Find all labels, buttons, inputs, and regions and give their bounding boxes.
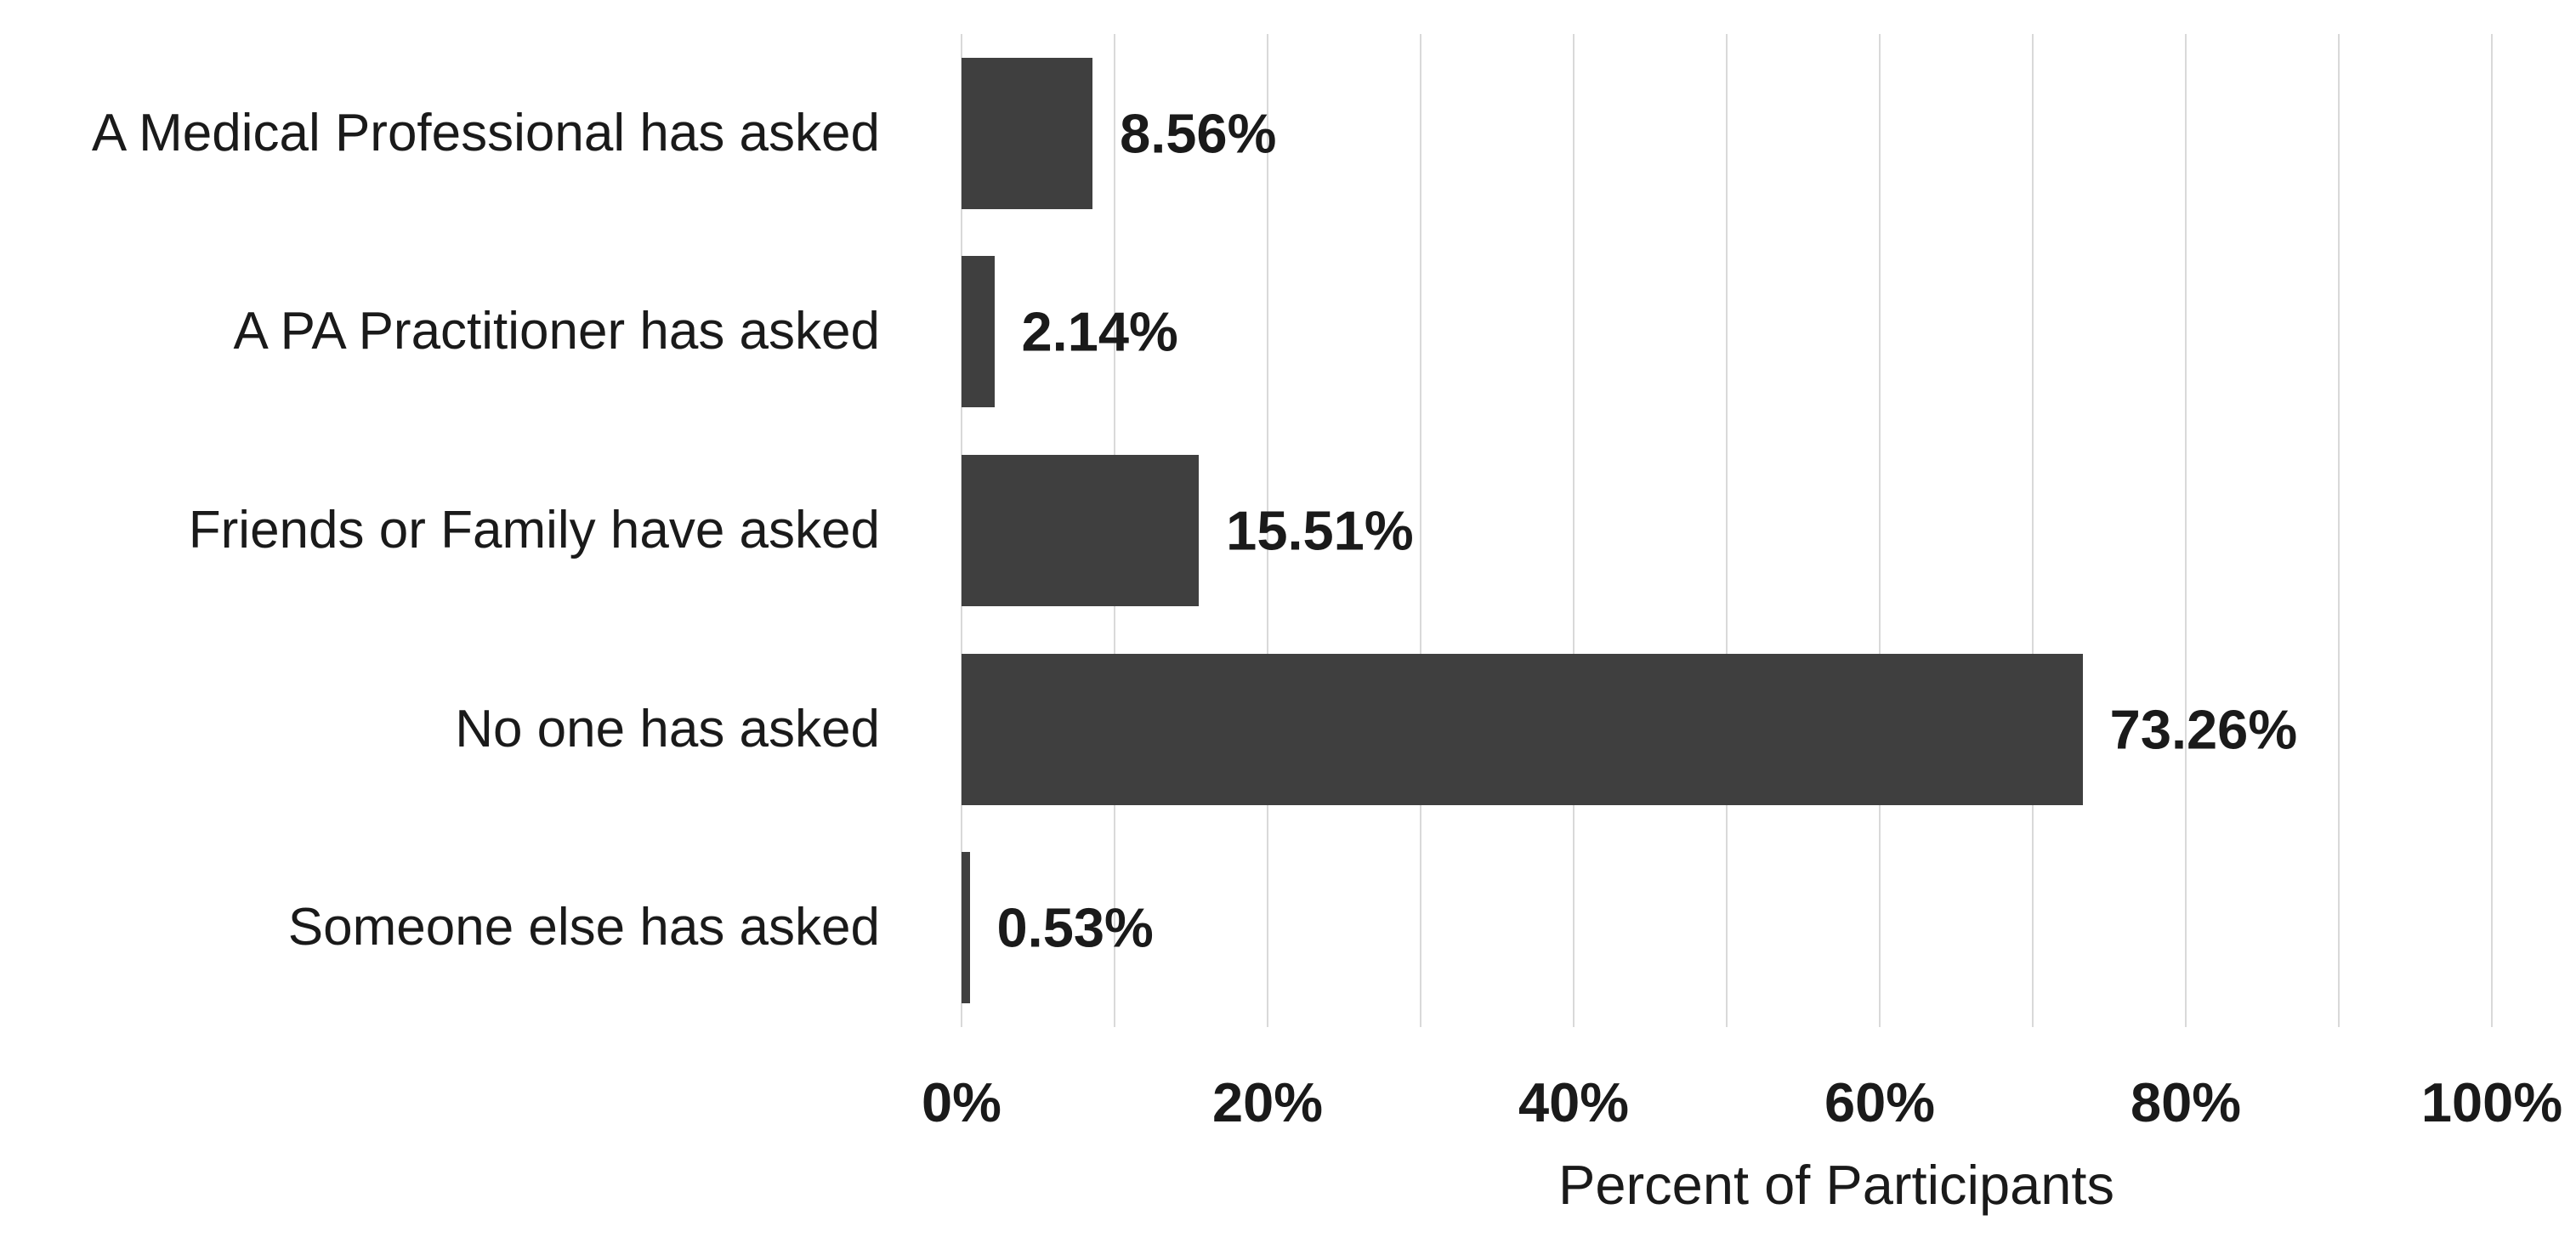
x-tick-label: 60% <box>1824 1071 1936 1133</box>
gridline <box>1573 34 1575 1027</box>
bar <box>962 852 970 1004</box>
x-tick-label: 20% <box>1211 1071 1324 1133</box>
gridline <box>2185 34 2187 1027</box>
x-axis: 0% 20% 40% 60% 80% 100% <box>922 1071 2562 1143</box>
category-label: No one has asked <box>455 699 880 758</box>
bar <box>962 653 2083 805</box>
gridline <box>2338 34 2340 1027</box>
bar-row: 2.14% <box>962 233 2492 432</box>
x-tick-label: 100% <box>2420 1071 2563 1133</box>
bar-value-label: 8.56% <box>1120 102 1277 165</box>
bar-value-label: 15.51% <box>1226 499 1414 562</box>
gridline <box>2032 34 2034 1027</box>
x-tick-label: 40% <box>1518 1071 1630 1133</box>
bar-row: 73.26% <box>962 630 2492 829</box>
category-label: A Medical Professional has asked <box>91 103 880 162</box>
bar-row: 15.51% <box>962 431 2492 630</box>
gridline <box>1420 34 1421 1027</box>
bar-value-label: 73.26% <box>2109 698 2298 761</box>
bar-row: 0.53% <box>962 828 2492 1027</box>
gridline <box>1726 34 1728 1027</box>
gridline <box>2491 34 2493 1027</box>
bar <box>962 57 1093 209</box>
bar-row: 8.56% <box>962 34 2492 233</box>
gridline <box>1879 34 1881 1027</box>
bar <box>962 454 1200 606</box>
category-label: A PA Practitioner has asked <box>233 302 881 361</box>
category-axis: A Medical Professional has asked A PA Pra… <box>0 34 880 1027</box>
plot-area: 8.56% 2.14% 15.51% 73.26% 0.53% <box>961 34 2493 1027</box>
category-label: Someone else has asked <box>287 898 880 957</box>
x-axis-title: Percent of Participants <box>1558 1154 2114 1216</box>
bar-value-label: 0.53% <box>996 896 1154 959</box>
bar-value-label: 2.14% <box>1021 300 1178 363</box>
gridline <box>1267 34 1268 1027</box>
bar <box>962 256 995 408</box>
category-label: Friends or Family have asked <box>188 500 880 559</box>
x-tick-label: 0% <box>922 1071 1001 1133</box>
x-tick-label: 80% <box>2130 1071 2242 1133</box>
